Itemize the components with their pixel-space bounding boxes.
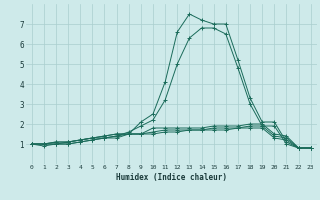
X-axis label: Humidex (Indice chaleur): Humidex (Indice chaleur) bbox=[116, 173, 227, 182]
